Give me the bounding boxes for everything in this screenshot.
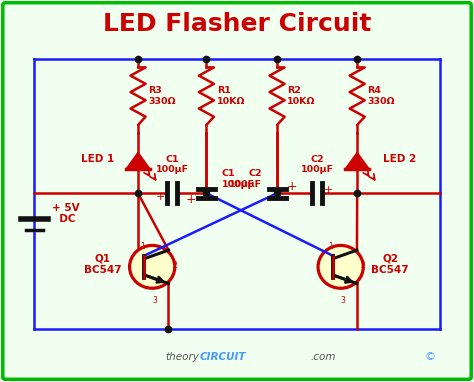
- Text: + 5V
  DC: + 5V DC: [52, 202, 80, 224]
- Text: +: +: [186, 193, 197, 206]
- Text: 1: 1: [140, 243, 145, 251]
- Text: ©: ©: [425, 353, 436, 363]
- Text: Q1
BC547: Q1 BC547: [84, 254, 121, 275]
- Text: .com: .com: [310, 353, 336, 363]
- Polygon shape: [126, 152, 150, 169]
- Text: 3: 3: [152, 296, 157, 305]
- Text: LED Flasher Circuit: LED Flasher Circuit: [103, 12, 371, 36]
- Circle shape: [129, 245, 175, 288]
- Text: LED 2: LED 2: [383, 154, 416, 163]
- Text: 3: 3: [340, 296, 346, 305]
- Text: theory: theory: [165, 353, 199, 363]
- Text: R2
10KΩ: R2 10KΩ: [287, 86, 316, 106]
- Text: C2
100μF: C2 100μF: [229, 169, 262, 189]
- Circle shape: [318, 245, 363, 288]
- Text: LED 1: LED 1: [82, 154, 115, 163]
- Text: +: +: [324, 185, 333, 195]
- Text: CIRCUIT: CIRCUIT: [199, 353, 246, 363]
- Text: C2
100μF: C2 100μF: [301, 155, 334, 175]
- Text: R1
10KΩ: R1 10KΩ: [217, 86, 245, 106]
- Polygon shape: [345, 152, 369, 169]
- FancyBboxPatch shape: [3, 3, 471, 379]
- Text: Q2
BC547: Q2 BC547: [371, 254, 409, 275]
- Text: +: +: [287, 180, 298, 193]
- Text: R3
330Ω: R3 330Ω: [148, 86, 176, 106]
- Text: 1: 1: [328, 243, 333, 251]
- Text: 2: 2: [172, 261, 177, 270]
- Text: +: +: [156, 192, 165, 202]
- Text: 2: 2: [361, 261, 365, 270]
- Text: R4
330Ω: R4 330Ω: [367, 86, 395, 106]
- Text: C1
100μF: C1 100μF: [155, 155, 189, 175]
- Text: C1
100μF: C1 100μF: [221, 169, 255, 189]
